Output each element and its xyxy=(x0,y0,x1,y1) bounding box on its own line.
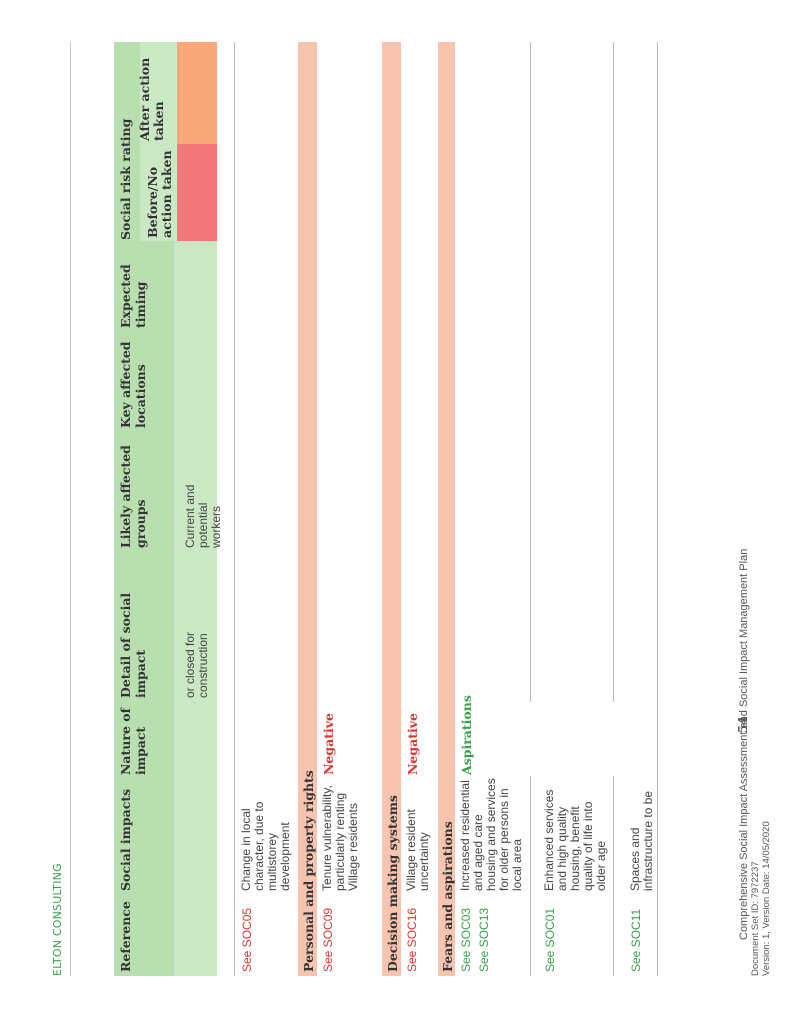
header-before-line1: Before/No xyxy=(145,166,160,238)
risk-after-cell xyxy=(177,42,217,144)
header-timing-line2: timing xyxy=(133,281,148,328)
header-locations-line1: Key affected xyxy=(118,341,133,428)
reference-soc03[interactable]: See SOC03 xyxy=(459,907,473,972)
row-divider xyxy=(530,776,531,976)
header-reference: Reference xyxy=(118,901,133,972)
header-nature-line2: impact xyxy=(133,726,148,775)
row-divider-detail xyxy=(613,42,614,702)
header-nature-line1: Nature of xyxy=(118,708,133,775)
header-rule xyxy=(70,42,71,976)
header-detail-line1: Detail of social xyxy=(118,592,133,698)
section-personal-rights: Personal and property rights xyxy=(301,770,316,972)
reference-soc05[interactable]: See SOC05 xyxy=(240,907,254,972)
soc05-impact-line4: development xyxy=(278,822,292,891)
section-fears-aspirations: Fears and aspirations xyxy=(440,821,455,972)
header-groups-line1: Likely affected xyxy=(118,445,133,548)
reference-soc01[interactable]: See SOC01 xyxy=(543,907,557,972)
company-brand: ELTON CONSULTING xyxy=(51,863,64,976)
reference-soc13[interactable]: See SOC13 xyxy=(477,907,491,972)
row-divider xyxy=(234,42,235,976)
table-bottom-rule xyxy=(657,42,658,976)
header-locations-line2: locations xyxy=(133,364,148,428)
footer-version: Version: 1, Version Date: 14/05/2020 xyxy=(761,821,772,976)
row-divider-detail xyxy=(530,42,531,702)
soc16-impact-line2: uncertainty xyxy=(417,832,431,891)
section-decision-making: Decision making systems xyxy=(385,795,400,972)
header-after-line2: taken xyxy=(151,101,166,141)
header-after-line1: After action xyxy=(137,57,152,141)
header-timing-line1: Expected xyxy=(118,264,133,328)
footer-docset: Document Set ID: 7972237 xyxy=(750,861,761,976)
continued-detail-line2: construction xyxy=(196,633,210,698)
soc16-nature: Negative xyxy=(405,713,420,775)
header-detail-line2: impact xyxy=(133,649,148,698)
page-number: 54 xyxy=(736,716,750,733)
soc01-impact-line5: older age xyxy=(594,840,608,891)
soc11-impact-line2: infrastructure to be xyxy=(641,790,655,891)
header-groups-line2: groups xyxy=(133,499,148,548)
footer-title: Comprehensive Social Impact Assessment a… xyxy=(738,548,750,940)
soc03-nature: Aspirations xyxy=(459,695,474,775)
row-divider xyxy=(613,776,614,976)
risk-before-cell xyxy=(177,144,217,241)
soc09-impact-line3: Village residents xyxy=(346,803,360,891)
header-before-line2: action taken xyxy=(159,150,174,238)
continued-groups-line3: workers xyxy=(209,505,223,548)
reference-soc16[interactable]: See SOC16 xyxy=(405,907,419,972)
soc09-nature: Negative xyxy=(321,713,336,775)
header-risk-rating: Social risk rating xyxy=(118,118,133,240)
reference-soc11[interactable]: See SOC11 xyxy=(629,908,643,972)
header-social-impacts: Social impacts xyxy=(118,788,133,891)
reference-soc09[interactable]: See SOC09 xyxy=(321,907,335,972)
soc03-impact-line5: local area xyxy=(510,838,524,891)
